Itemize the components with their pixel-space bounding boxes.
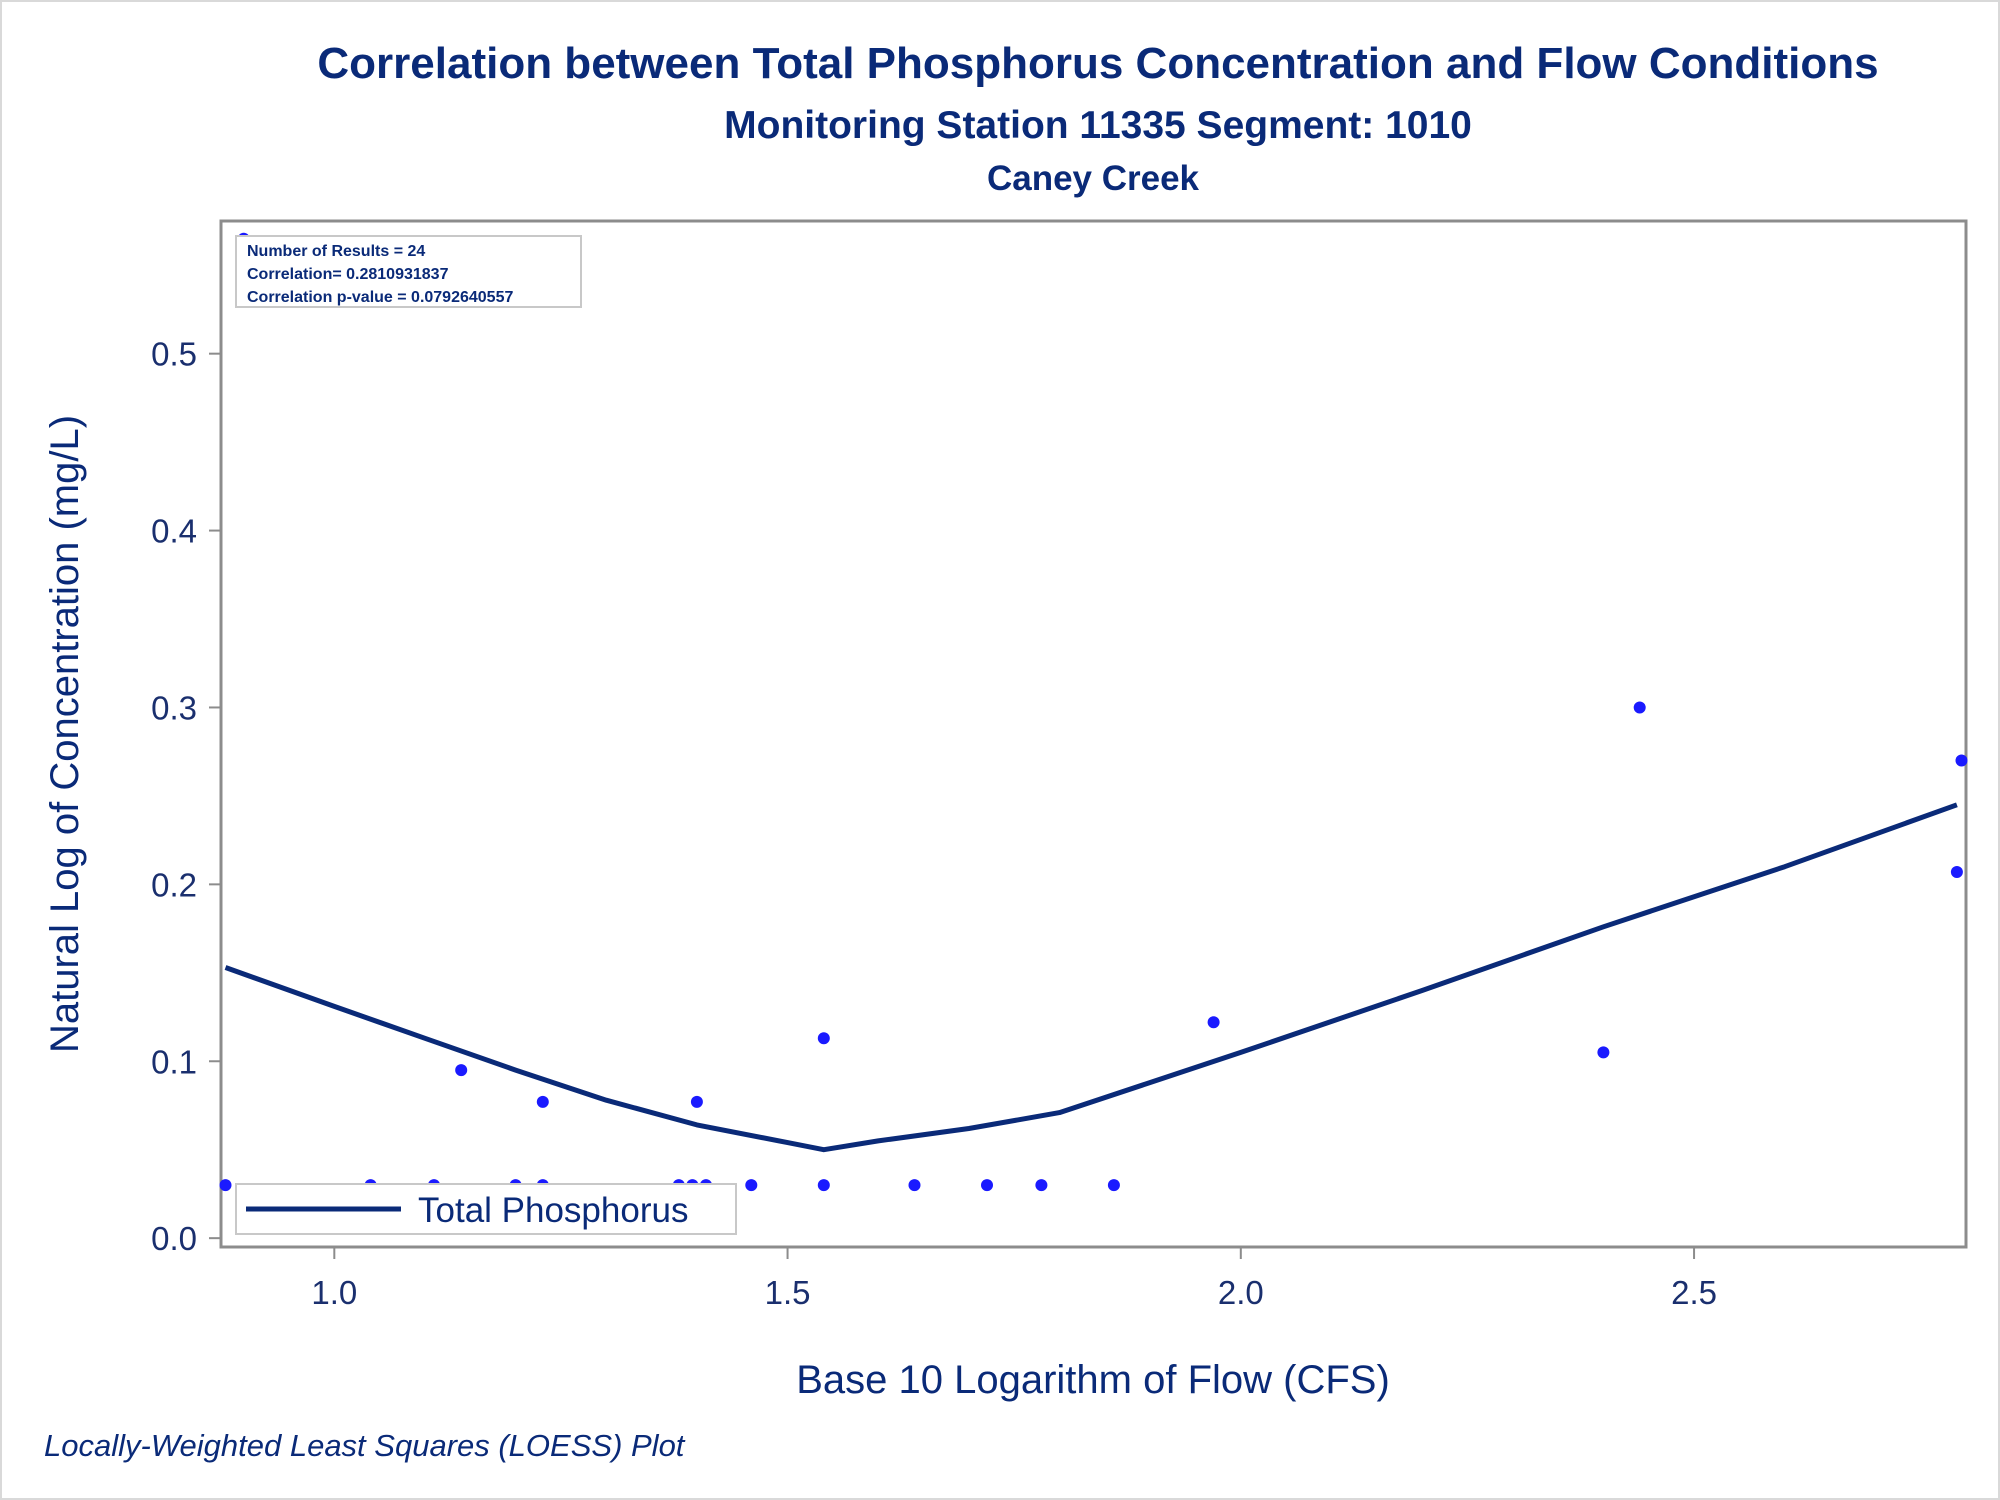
data-point	[455, 1064, 468, 1077]
stats-box: Number of Results = 24 Correlation= 0.28…	[235, 235, 582, 308]
data-point	[981, 1179, 993, 1192]
data-point	[817, 1179, 830, 1192]
stats-line-1: Number of Results = 24	[247, 243, 425, 260]
chart-title: Correlation between Total Phosphorus Con…	[317, 39, 1878, 88]
data-point	[908, 1179, 921, 1192]
x-tick-label: 1.0	[311, 1274, 357, 1311]
data-point	[1207, 1016, 1220, 1029]
data-point	[1035, 1179, 1048, 1192]
legend: Total Phosphorus	[235, 1183, 737, 1235]
x-axis-label: Base 10 Logarithm of Flow (CFS)	[796, 1358, 1390, 1402]
y-tick-label: 0.0	[151, 1220, 197, 1257]
y-tick-label: 0.3	[151, 689, 197, 726]
chart-subtitle: Monitoring Station 11335 Segment: 1010	[724, 104, 1472, 147]
data-point	[1955, 754, 1968, 767]
data-point	[1107, 1179, 1120, 1192]
y-tick-label: 0.5	[151, 336, 197, 373]
x-tick-label: 2.0	[1218, 1274, 1264, 1311]
data-point	[745, 1179, 758, 1192]
data-point	[690, 1095, 703, 1108]
y-axis: 0.0 0.1 0.2 0.3 0.4 0.5	[151, 336, 221, 1257]
x-tick-label: 2.5	[1671, 1274, 1717, 1311]
data-point	[1950, 866, 1963, 878]
y-tick-label: 0.2	[151, 866, 197, 903]
y-axis-label: Natural Log of Concentration (mg/L)	[43, 415, 87, 1053]
data-point	[1597, 1046, 1610, 1059]
points-layer	[219, 232, 1968, 1192]
stats-line-2: Correlation= 0.2810931837	[247, 266, 449, 283]
data-point	[1633, 701, 1646, 714]
stats-box-border	[235, 235, 582, 308]
x-axis: 1.0 1.5 2.0 2.5	[311, 1247, 1717, 1311]
stats-line-3: Correlation p-value = 0.0792640557	[247, 289, 513, 306]
data-point	[219, 1179, 232, 1192]
footnote: Locally-Weighted Least Squares (LOESS) P…	[44, 1428, 686, 1463]
x-tick-label: 1.5	[765, 1274, 811, 1311]
legend-label: Total Phosphorus	[418, 1191, 688, 1230]
y-tick-label: 0.1	[151, 1043, 197, 1080]
series-layer	[224, 802, 1958, 1153]
plot-area	[219, 219, 1968, 1249]
data-point	[536, 1095, 549, 1108]
chart-subtitle-2: Caney Creek	[987, 159, 1200, 198]
data-point	[817, 1032, 830, 1045]
loess-line	[224, 802, 1958, 1153]
y-tick-label: 0.4	[151, 513, 197, 550]
